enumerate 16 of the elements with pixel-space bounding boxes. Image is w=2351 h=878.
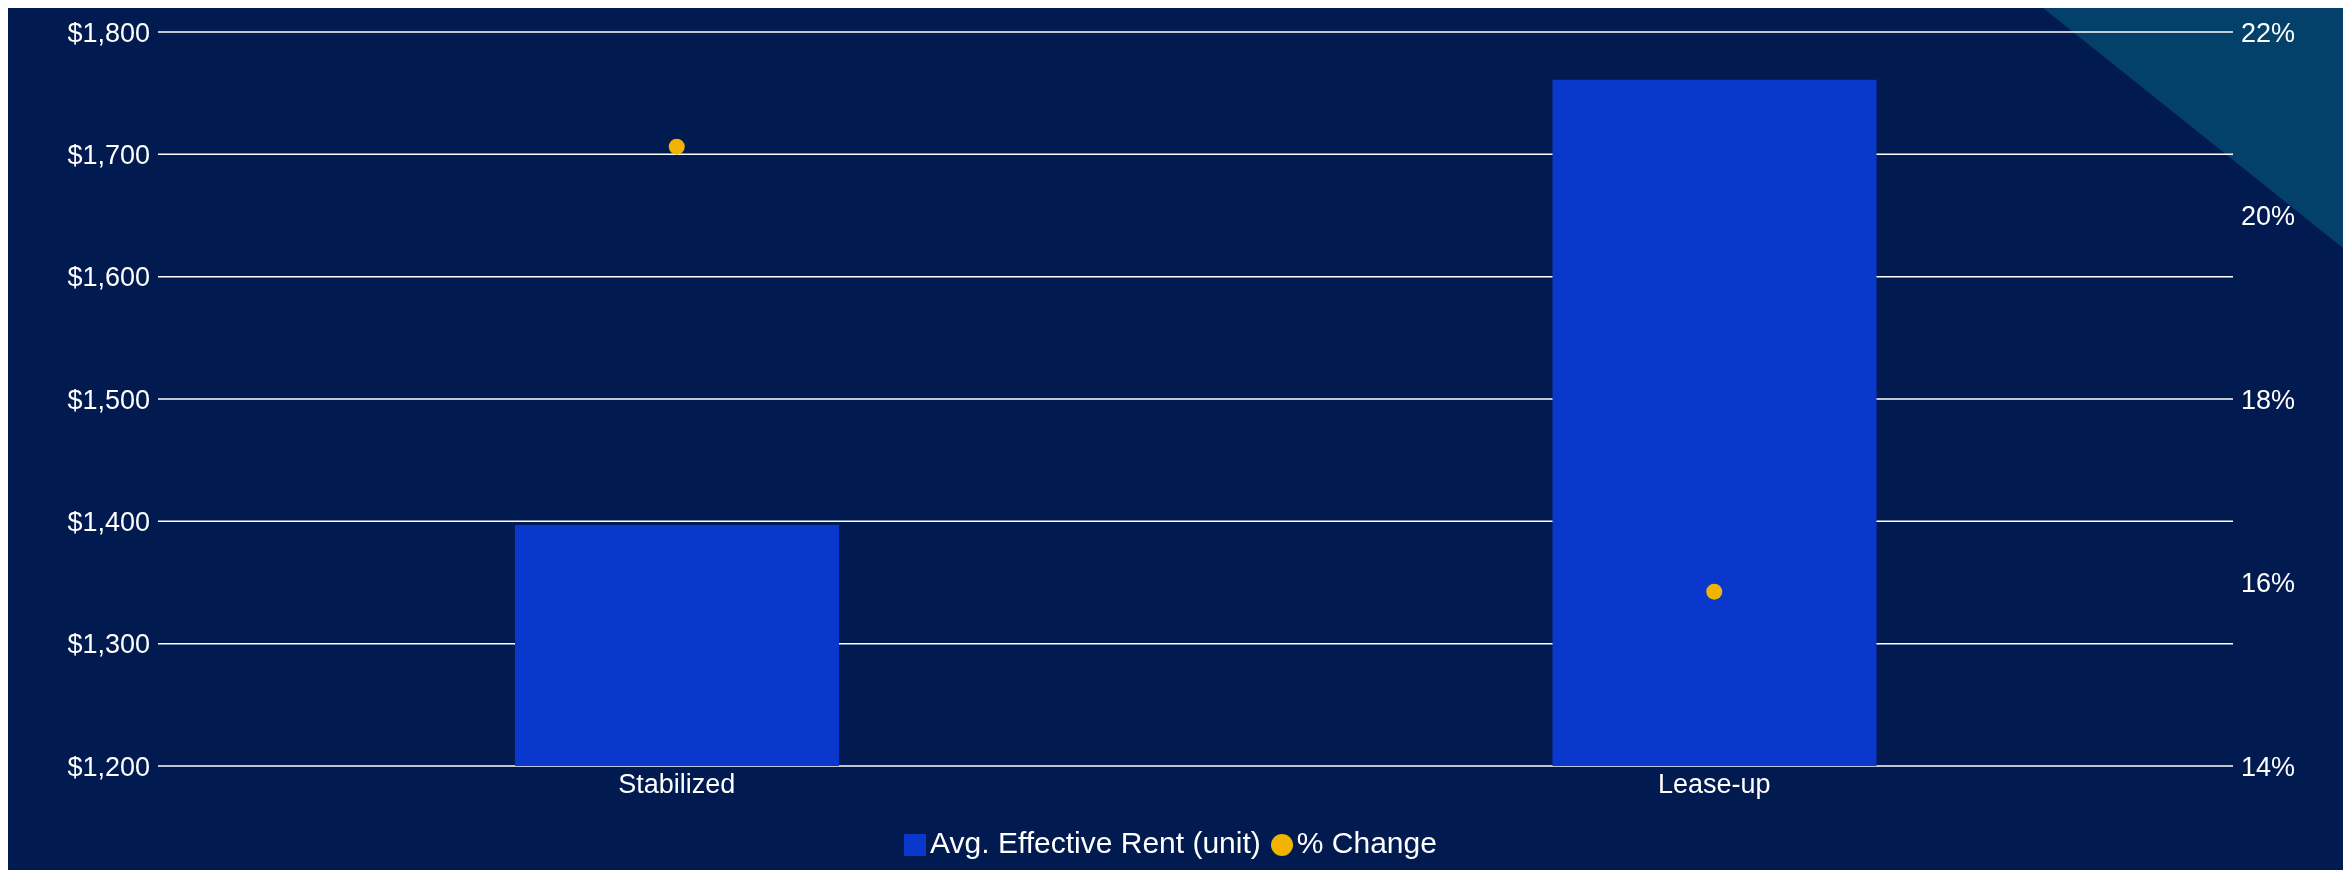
- x-tick-label: Lease-up: [1657, 769, 1771, 800]
- y-tick-label: $1,300: [67, 629, 150, 660]
- y-tick-label: $1,200: [67, 751, 150, 782]
- y-tick-label: $1,400: [67, 506, 150, 537]
- y-tick-label: $1,500: [67, 384, 150, 415]
- y2-tick-label: 18%: [2241, 384, 2296, 415]
- y2-tick-label: 20%: [2241, 201, 2296, 232]
- y2-tick-label: 16%: [2241, 568, 2296, 599]
- legend-label: % Change: [1296, 826, 1437, 859]
- y-tick-label: $1,700: [67, 139, 150, 170]
- y2-tick-label: 22%: [2241, 17, 2296, 48]
- legend-label: Avg. Effective Rent (unit): [930, 826, 1261, 859]
- x-tick-label: Stabilized: [618, 769, 736, 800]
- y-tick-label: $1,800: [67, 17, 150, 48]
- y2-tick-label: 14%: [2241, 751, 2296, 782]
- y-tick-label: $1,600: [67, 262, 150, 293]
